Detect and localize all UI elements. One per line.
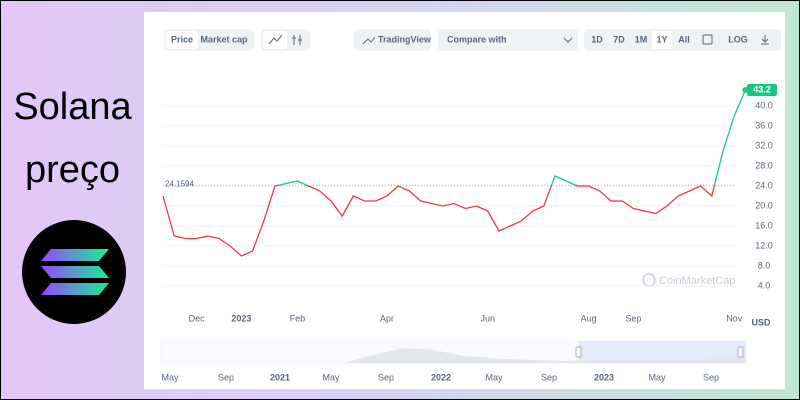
last-point [742,87,749,93]
navigator-label: Sep [218,372,234,382]
price-tag-label: 43.2 [753,84,771,94]
compare-label[interactable]: Compare with [447,34,507,44]
y-tick-label: 28.0 [755,160,773,170]
x-tick-label: Nov [726,313,743,323]
price-button[interactable] [166,31,198,49]
watermark-logo [642,273,656,287]
price-button-label[interactable]: Price [171,34,193,44]
navigator-area [161,348,746,363]
y-tick-label: 4.0 [758,280,771,290]
navigator-label: May [322,372,340,382]
navigator-label: Sep [541,372,557,382]
range-button[interactable]: 1Y [656,34,667,44]
range-group [584,29,781,51]
line-style-button[interactable] [263,31,287,49]
title-line: preço [24,149,121,191]
navigator-label: Sep [378,372,394,382]
navigator-label: May [161,372,179,382]
y-tick-label: 24.0 [755,180,773,190]
range-button[interactable]: 7D [613,34,625,44]
x-tick-label: 2023 [231,313,251,323]
navigator-label: Sep [703,372,719,382]
price-line [162,89,746,257]
navigator-label: May [485,372,503,382]
chart: Price Market cap TradingView Compare wit… [160,29,781,382]
x-tick-label: Jun [481,313,496,323]
navigator-label: 2022 [431,372,451,382]
y-tick-label: 16.0 [755,220,773,230]
x-tick-label: Sep [625,313,641,323]
currency: USD [751,317,771,327]
line-icon [268,34,283,45]
y-tick-label: 40.0 [755,100,773,110]
x-tick-label: Apr [380,313,394,323]
range-button[interactable]: 1M [635,34,648,44]
x-tick-label: Aug [581,313,597,323]
calendar-icon[interactable] [702,34,713,45]
y-tick-label: 20.0 [755,200,773,210]
navigator-handle[interactable] [737,346,744,358]
tradingview-button[interactable] [354,29,431,51]
market-cap-button[interactable]: Market cap [200,34,248,44]
y-tick-label: 32.0 [755,140,773,150]
navigator-handle[interactable] [575,346,582,358]
reference-label: 24.1594 [165,179,194,188]
navigator-label: 2021 [270,372,290,382]
tv-icon [362,36,376,45]
range-selected [652,31,672,49]
download-icon[interactable] [761,35,769,45]
title-line: Solana [13,86,132,128]
price-tag [747,84,777,96]
navigator-label: May [648,372,666,382]
compare-select[interactable] [438,29,578,51]
chevron [563,37,573,43]
x-tick-label: Dec [189,313,206,323]
solana-logo [22,220,126,324]
chart-panel: Price Market cap TradingView Compare wit… [144,12,785,389]
range-button[interactable]: 1D [591,34,603,44]
watermark: CoinMarketCap [659,275,735,287]
candle-icon [292,35,302,45]
y-tick-label: 12.0 [755,240,773,250]
navigator-window[interactable] [579,341,746,363]
log-button[interactable]: LOG [728,34,748,44]
y-tick-label: 8.0 [758,260,771,270]
navigator-label: 2023 [594,372,614,382]
x-tick-label: Feb [290,313,306,323]
tradingview-label[interactable]: TradingView [378,34,432,44]
range-button[interactable]: All [678,34,690,44]
y-tick-label: 36.0 [755,120,773,130]
